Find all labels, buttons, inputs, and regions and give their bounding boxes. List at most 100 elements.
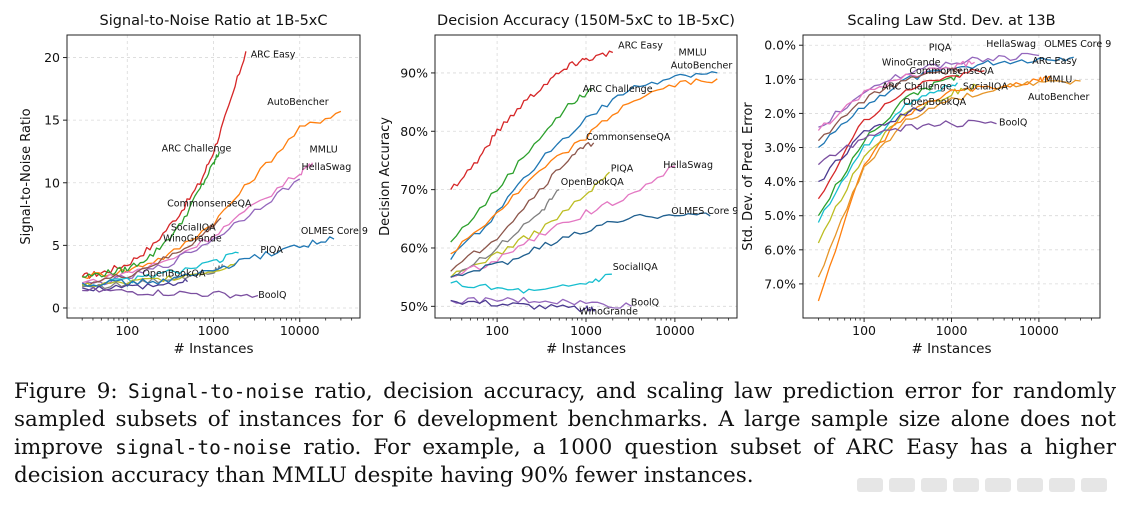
- y-tick-label: 50%: [400, 299, 428, 314]
- series-line-olmes-core-9: [81, 236, 335, 287]
- series-annotation-arc-challenge: ARC Challenge: [162, 143, 232, 154]
- series-annotation-boolq: BoolQ: [258, 290, 286, 301]
- series-line-boolq: [82, 286, 259, 299]
- series-annotation-mmlu: MMLU: [310, 145, 338, 156]
- series-line-autobencher: [450, 78, 718, 255]
- x-tick-label: 100: [485, 323, 509, 338]
- y-tick-label: 90%: [400, 65, 428, 80]
- series-line-mmlu: [81, 162, 314, 284]
- series-annotation-boolq: BoolQ: [631, 298, 659, 309]
- y-tick-label: 10: [44, 175, 60, 190]
- y-tick-label: 15: [44, 113, 60, 128]
- series-annotation-commonsenseqa: CommonsenseQA: [586, 132, 671, 143]
- series-annotation-olmes-core-9: OLMES Core 9: [301, 226, 368, 237]
- y-tick-label: 7.0%: [764, 276, 796, 291]
- x-tick-label: 100: [115, 323, 139, 338]
- series-annotation-socialiqa: SocialIQA: [171, 222, 216, 233]
- x-tick-label: 1000: [570, 323, 602, 338]
- y-tick-label: 0.0%: [764, 38, 796, 53]
- series-annotation-winogrande: WinoGrande: [579, 306, 638, 317]
- series-annotation-hellaswag: HellaSwag: [302, 162, 352, 173]
- series-annotation-olmes-core-9: OLMES Core 9: [1044, 39, 1111, 50]
- series-annotation-arc-challenge: ARC Challenge: [882, 82, 952, 93]
- caption-text-1: ratio, decision accuracy, and scaling la…: [14, 379, 1116, 460]
- series-annotation-hellaswag: HellaSwag: [663, 160, 713, 171]
- series-line-socialiqa: [82, 251, 239, 288]
- series-line-arc-challenge: [450, 88, 593, 243]
- watermark-blur: [857, 478, 1107, 492]
- caption-mono-1: Signal-to-noise: [127, 380, 305, 403]
- y-tick-label: 0: [52, 300, 60, 315]
- series-annotation-winogrande: WinoGrande: [163, 234, 222, 245]
- series-annotation-autobencher: AutoBencher: [1028, 92, 1090, 103]
- series-line-hellaswag: [450, 165, 675, 278]
- series-annotation-mmlu: MMLU: [1044, 75, 1072, 86]
- y-axis-label: Signal-to-Noise Ratio: [19, 108, 34, 244]
- series-annotation-openbookqa: OpenBookQA: [903, 97, 966, 108]
- x-axis-label: # Instances: [911, 341, 991, 357]
- x-tick-label: 10000: [280, 323, 320, 338]
- series-annotation-piqa: PIQA: [929, 42, 952, 53]
- caption-mono-2: signal-to-noise: [115, 436, 292, 459]
- series-annotation-openbookqa: OpenBookQA: [142, 269, 205, 280]
- series-annotation-autobencher: AutoBencher: [671, 60, 733, 71]
- series-line-winogrande: [817, 67, 962, 142]
- series-line-openbookqa: [450, 189, 560, 278]
- series-annotation-mmlu: MMLU: [679, 47, 707, 58]
- series-line-commonsenseqa: [82, 217, 222, 287]
- panel-scaling-law-std: 100 1000 10000 0.0% 1.0% 2.0% 3.0% 4.0% 5.0% 6.0%…: [741, 13, 1111, 357]
- y-tick-label: 5: [52, 238, 60, 253]
- series-annotation-arc-challenge: ARC Challenge: [583, 84, 653, 95]
- series-annotation-winogrande: WinoGrande: [882, 58, 941, 69]
- series-annotation-piqa: PIQA: [611, 164, 634, 175]
- series-line-socialiqa: [450, 273, 612, 294]
- series-line-olmes-core-9: [450, 212, 711, 278]
- series-annotation-socialiqa: SocialIQA: [613, 262, 658, 273]
- y-tick-label: 2.0%: [764, 106, 796, 121]
- series-line-arc-easy: [817, 68, 985, 200]
- series-line-arc-challenge: [82, 151, 221, 278]
- panel-decision-accuracy: 100 1000 10000 50% 60% 70% 80% 90% Decision Accu…: [378, 13, 738, 357]
- caption-label: Figure 9:: [14, 379, 118, 404]
- series-line-arc-challenge: [817, 82, 959, 223]
- series-annotation-arc-easy: ARC Easy: [1032, 56, 1077, 67]
- series-line-mmlu: [817, 75, 1053, 302]
- y-tick-label: 20: [44, 50, 60, 65]
- series-annotation-arc-easy: ARC Easy: [251, 50, 296, 61]
- y-tick-label: 60%: [400, 240, 428, 255]
- y-tick-label: 70%: [400, 182, 428, 197]
- chart-title: Signal-to-Noise Ratio at 1B-5xC: [99, 13, 327, 29]
- series-annotation-commonsenseqa: CommonsenseQA: [909, 66, 994, 77]
- y-tick-label: 80%: [400, 124, 428, 139]
- x-axis-label: # Instances: [173, 341, 253, 357]
- series-annotation-boolq: BoolQ: [999, 117, 1027, 128]
- series-line-openbookqa: [818, 106, 926, 183]
- panel-snr: 100 1000 10000 0 5 10 15 20 Signal-to-Noise Rati…: [19, 13, 368, 357]
- caption-text-2: ratio. For example, a 1000 question subs…: [14, 435, 1116, 488]
- y-tick-label: 3.0%: [764, 140, 796, 155]
- figure-9: 100 1000 10000 0 5 10 15 20 Signal-to-Noise Rati…: [19, 13, 1111, 357]
- series-line-autobencher: [817, 79, 1081, 278]
- series-annotation-openbookqa: OpenBookQA: [561, 177, 624, 188]
- series-line-olmes-core-9: [818, 56, 1074, 149]
- x-tick-label: 1000: [198, 323, 230, 338]
- series-annotation-hellaswag: HellaSwag: [986, 39, 1036, 50]
- series-line-openbookqa: [82, 278, 188, 292]
- series-annotation-autobencher: AutoBencher: [267, 97, 329, 108]
- series-annotation-commonsenseqa: CommonsenseQA: [167, 199, 252, 210]
- x-axis-label: # Instances: [546, 341, 626, 357]
- y-axis-label: Std. Dev. of Pred. Error: [741, 102, 756, 251]
- series-line-commonsenseqa: [450, 142, 595, 272]
- chart-title: Decision Accuracy (150M-5xC to 1B-5xC): [437, 13, 735, 29]
- series-line-boolq: [817, 119, 997, 166]
- series-annotation-arc-easy: ARC Easy: [618, 40, 663, 51]
- y-tick-label: 5.0%: [764, 208, 796, 223]
- y-tick-label: 6.0%: [764, 242, 796, 257]
- series-annotation-socialiqa: SocialIQA: [963, 82, 1008, 93]
- series-annotation-piqa: PIQA: [260, 245, 283, 256]
- series-annotation-olmes-core-9: OLMES Core 9: [671, 206, 738, 217]
- series-line-mmlu: [450, 71, 718, 260]
- y-tick-label: 1.0%: [764, 72, 796, 87]
- figure-caption: Figure 9: Signal-to-noise ratio, decisio…: [14, 378, 1116, 490]
- series-line-commonsenseqa: [817, 74, 960, 217]
